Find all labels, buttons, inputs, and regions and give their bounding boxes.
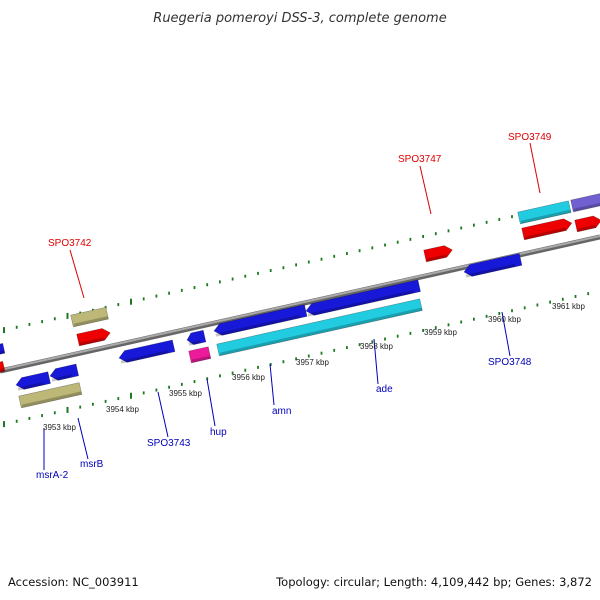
leader-line — [501, 311, 511, 357]
tick-label: 3959 kbp — [424, 328, 457, 337]
gene-tan-lower-shade — [21, 391, 82, 408]
leader-line — [373, 338, 379, 385]
gene-blue-amn-1[interactable] — [213, 304, 308, 337]
gene-blue-amn-1-shape — [213, 304, 308, 336]
leader-line — [419, 165, 432, 215]
tick-label: 3954 kbp — [106, 405, 139, 414]
gene-blue-a-shape — [15, 371, 51, 390]
tick-label: 3956 kbp — [232, 373, 265, 382]
tick-label: 3955 kbp — [169, 389, 202, 398]
gene-blue-edge[interactable] — [0, 343, 6, 356]
gene-label-spo3749[interactable]: SPO3749 — [508, 132, 552, 143]
gene-label-hup[interactable]: hup — [210, 427, 227, 438]
gene-cyan-ade-shape — [216, 298, 423, 357]
gene-red-right-shape — [574, 215, 600, 233]
gene-red-right-shade — [577, 224, 596, 232]
gene-label-spo3748[interactable]: SPO3748 — [488, 357, 532, 368]
gene-magenta-hup-shape — [188, 346, 212, 364]
gene-label-spo3742[interactable]: SPO3742 — [48, 238, 92, 249]
gene-label-msrb[interactable]: msrB — [80, 459, 104, 470]
gene-blue-edge-shade — [0, 350, 5, 355]
leader-line — [206, 378, 216, 427]
tick-label: 3957 kbp — [296, 358, 329, 367]
tick-label: 3961 kbp — [552, 302, 585, 311]
gene-tan-upper-shade — [73, 316, 109, 327]
gene-red-right[interactable] — [574, 214, 600, 233]
gene-magenta-hup[interactable] — [188, 346, 212, 364]
gene-red-spo3742-shade — [79, 337, 105, 346]
gene-purple-shape — [570, 193, 600, 213]
gene-blue-b[interactable] — [49, 363, 79, 382]
leader-line — [157, 391, 169, 438]
tick-label: 3953 kbp — [43, 423, 76, 432]
gene-blue-edge-shape — [0, 343, 6, 356]
gene-red-edge[interactable] — [0, 361, 6, 374]
gene-blue-small[interactable] — [186, 329, 207, 346]
gene-blue-a[interactable] — [15, 371, 51, 391]
label-leaders — [43, 142, 541, 470]
accession-text: Accession: NC_003911 — [8, 575, 139, 589]
gene-red-edge-shape — [0, 361, 6, 374]
gene-red-spo3749[interactable] — [521, 217, 573, 241]
leader-line — [77, 417, 89, 460]
gene-tan-upper[interactable] — [70, 306, 109, 328]
gene-blue-spo3748-shape — [463, 253, 523, 277]
gene-cyan-upper-shape — [517, 200, 572, 225]
gene-blue-spo3743[interactable] — [118, 339, 176, 364]
gene-red-spo3747-shade — [426, 254, 447, 262]
gene-blue-spo3743-shape — [118, 339, 176, 363]
gene-blue-amn-2[interactable] — [305, 279, 421, 317]
gene-red-spo3749-shape — [521, 218, 573, 241]
gene-cyan-upper[interactable] — [517, 200, 572, 225]
gene-label-spo3743[interactable]: SPO3743 — [147, 438, 191, 449]
gene-blue-spo3748[interactable] — [463, 253, 523, 278]
gene-blue-amn-1-shade — [215, 314, 301, 337]
gene-blue-spo3748-shade — [465, 263, 516, 278]
leader-line — [269, 363, 275, 406]
gene-blue-b-shape — [49, 363, 79, 381]
kbp-tick-labels: 3953 kbp 3954 kbp 3955 kbp 3956 kbp 3957… — [43, 302, 585, 432]
gene-tan-upper-shape — [70, 306, 109, 328]
gene-red-spo3742[interactable] — [76, 327, 112, 347]
gene-cyan-upper-shade — [520, 209, 572, 224]
topology-text: Topology: circular; Length: 4,109,442 bp… — [275, 575, 592, 589]
gene-blue-amn-2-shape — [305, 279, 421, 316]
tick-label: 3960 kbp — [488, 315, 521, 324]
gene-red-spo3749-shade — [524, 227, 567, 240]
gene-red-edge-shade — [0, 368, 5, 373]
gene-blue-b-shade — [51, 374, 72, 382]
gene-red-spo3742-shape — [76, 328, 111, 347]
map-title: Ruegeria pomeroyi DSS-3, complete genome — [153, 11, 446, 26]
reverse-track-ticks — [3, 292, 590, 428]
gene-label-spo3747[interactable]: SPO3747 — [398, 154, 442, 165]
gene-cyan-ade[interactable] — [216, 298, 423, 357]
gene-magenta-hup-shade — [191, 355, 211, 363]
gene-features — [0, 193, 600, 409]
gene-red-spo3747[interactable] — [423, 244, 454, 263]
gene-blue-small-shade — [188, 340, 201, 346]
gene-blue-spo3743-shade — [120, 350, 169, 364]
gene-red-spo3747-shape — [423, 245, 453, 263]
gene-tan-lower[interactable] — [18, 382, 83, 409]
gene-label-amn[interactable]: amn — [272, 406, 291, 417]
gene-blue-small-shape — [186, 329, 207, 346]
forward-gene-labels: SPO3742 SPO3747 SPO3749 — [48, 132, 552, 249]
tick-label: 3958 kbp — [360, 342, 393, 351]
gene-cyan-ade-shade — [219, 307, 423, 356]
reverse-gene-labels: msrA-2 msrB SPO3743 hup amn ade SPO3748 — [36, 357, 532, 481]
leader-line — [529, 142, 541, 194]
gene-tan-lower-shape — [18, 382, 83, 409]
leader-line — [69, 249, 85, 299]
gene-blue-a-shade — [17, 382, 44, 391]
gene-label-msra-2[interactable]: msrA-2 — [36, 470, 69, 481]
gene-purple-shade — [573, 202, 600, 212]
gene-purple[interactable] — [570, 193, 600, 213]
gene-label-ade[interactable]: ade — [376, 384, 393, 395]
gene-blue-amn-2-shade — [307, 290, 414, 317]
